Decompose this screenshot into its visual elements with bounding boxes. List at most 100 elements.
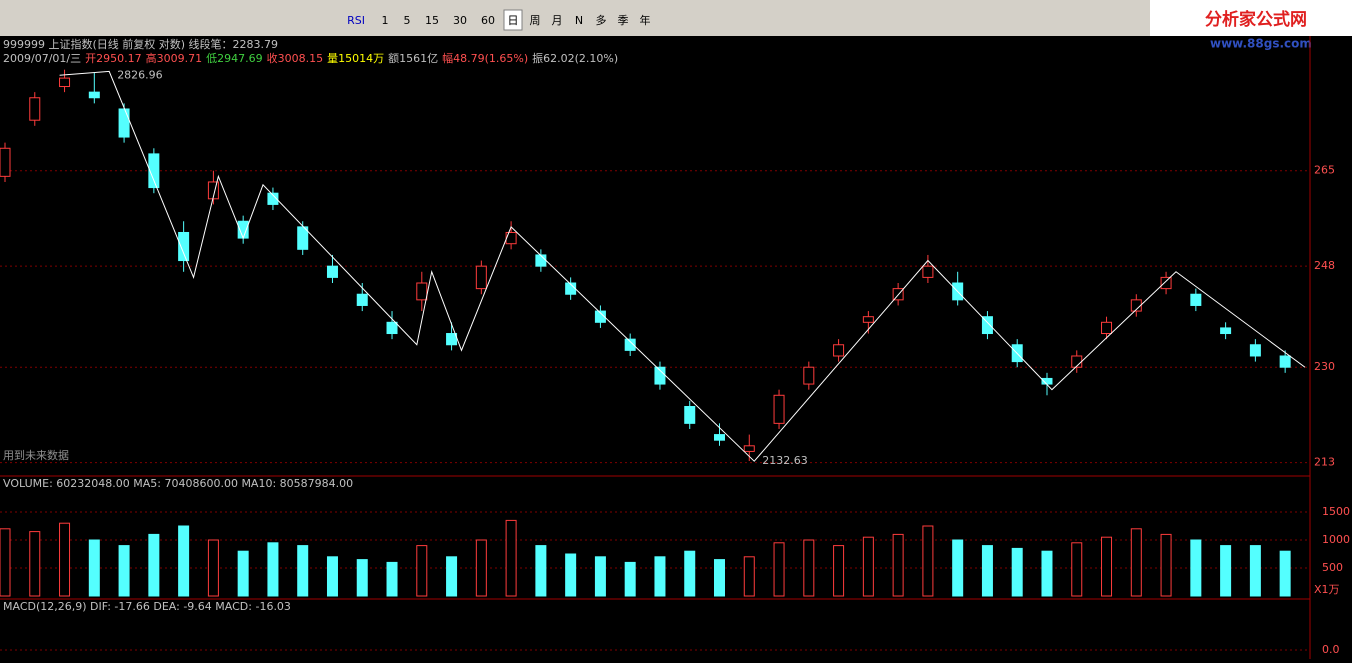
y-tick-label: 265: [1314, 164, 1335, 177]
volume-bar: [1190, 539, 1202, 597]
toolbar-button[interactable]: [592, 10, 610, 30]
candle-body: [267, 192, 279, 205]
toolbar-button[interactable]: [548, 10, 566, 30]
toolbar-button[interactable]: [340, 10, 372, 30]
toolbar-button[interactable]: [570, 10, 588, 30]
toolbar-button-label[interactable]: 30: [453, 14, 467, 27]
y-tick-label: 1000: [1322, 533, 1350, 546]
header-field: 2009/07/01/三: [3, 52, 81, 65]
toolbar-button-label[interactable]: 15: [425, 14, 439, 27]
candle-body: [148, 153, 160, 189]
candle-body: [862, 316, 874, 323]
candle-body: [88, 91, 100, 99]
toolbar-button[interactable]: [398, 10, 416, 30]
volume-bar: [773, 542, 785, 597]
volume-bar: [29, 531, 41, 597]
toolbar-button[interactable]: [420, 10, 444, 30]
volume-bar: [535, 545, 547, 597]
volume-bar: [952, 539, 964, 597]
volume-bar: [1249, 545, 1261, 597]
toolbar-button-label[interactable]: 季: [618, 14, 629, 27]
candle-body: [535, 254, 547, 267]
volume-bar: [446, 556, 458, 597]
candle-body: [684, 406, 696, 424]
volume-bar: [88, 539, 100, 597]
volume-bar: [386, 561, 398, 597]
toolbar: [0, 0, 1352, 36]
candle-body: [178, 231, 190, 262]
header-field: 额1561亿: [388, 52, 438, 65]
toolbar-button[interactable]: [376, 10, 394, 30]
volume-bar: [1160, 533, 1172, 597]
candle-body: [505, 231, 517, 245]
candle-body: [1130, 299, 1142, 312]
header-field: 低2947.69: [206, 52, 263, 65]
toolbar-button-label[interactable]: RSI: [347, 14, 365, 27]
candle-body: [773, 394, 785, 424]
volume-bar: [892, 533, 904, 597]
toolbar-button-label[interactable]: 周: [530, 14, 541, 27]
volume-bar: [981, 545, 993, 597]
volume-bar: [505, 519, 517, 597]
volume-bar: [1071, 542, 1083, 597]
toolbar-button[interactable]: [448, 10, 472, 30]
logo-url: www.88gs.com: [1210, 37, 1312, 51]
candle-body: [475, 265, 487, 290]
candle-body: [326, 265, 338, 278]
y-tick-label: 230: [1314, 360, 1335, 373]
candle-body: [207, 181, 219, 200]
candle-body: [386, 321, 398, 335]
header-field: 开2950.17: [85, 52, 142, 65]
volume-bar: [624, 561, 636, 597]
candle-body: [1249, 344, 1261, 357]
note: 用到未来数据: [3, 448, 69, 462]
candle-body: [1101, 321, 1113, 335]
volume-bar: [714, 559, 726, 597]
toolbar-button-label[interactable]: 5: [404, 14, 411, 27]
toolbar-button-label[interactable]: N: [575, 14, 583, 27]
volume-bar: [1130, 528, 1142, 597]
toolbar-button-label[interactable]: 日: [508, 14, 519, 27]
volume-bar: [654, 556, 666, 597]
candle-body: [356, 293, 368, 306]
volume-bar: [833, 545, 845, 597]
header-field: 幅48.79(1.65%): [442, 52, 528, 65]
candle-body: [714, 434, 726, 441]
header-field: 收3008.15: [267, 51, 324, 65]
y-tick-label: 500: [1322, 561, 1343, 574]
volume-bar: [1101, 536, 1113, 597]
volume-bar: [297, 545, 309, 597]
toolbar-button[interactable]: [526, 10, 544, 30]
volume-bar: [1279, 550, 1291, 597]
volume-bar: [1041, 550, 1053, 597]
volume-bar: [862, 536, 874, 597]
candle-body: [1160, 276, 1172, 290]
candle-body: [743, 445, 755, 452]
volume-unit: X1万: [1314, 583, 1340, 596]
volume-bar: [0, 528, 11, 597]
toolbar-button[interactable]: [476, 10, 500, 30]
volume-bar: [1011, 547, 1023, 597]
volume-bar: [1220, 545, 1232, 597]
candle-body: [118, 108, 130, 138]
logo-bg: [1150, 0, 1352, 36]
macd-title: MACD(12,26,9) DIF: -17.66 DEA: -9.64 MAC…: [3, 600, 291, 613]
candle-body: [446, 333, 458, 346]
volume-bar: [594, 556, 606, 597]
toolbar-button[interactable]: [614, 10, 632, 30]
toolbar-button-label[interactable]: 60: [481, 14, 495, 27]
volume-bar: [148, 533, 160, 597]
toolbar-button-label[interactable]: 年: [640, 13, 651, 27]
candle-body: [833, 344, 845, 357]
candle-body: [0, 147, 11, 177]
toolbar-button-label[interactable]: 多: [596, 13, 607, 27]
header-field: 量15014万: [327, 52, 384, 65]
toolbar-button[interactable]: [503, 9, 523, 31]
toolbar-button-label[interactable]: 月: [552, 14, 563, 27]
candle-body: [416, 282, 428, 301]
header-line2: 2009/07/01/三 开2950.17 高3009.71 低2947.69 收300…: [3, 51, 618, 65]
toolbar-button-label[interactable]: 1: [382, 14, 389, 27]
volume-bar: [743, 556, 755, 597]
toolbar-button[interactable]: [636, 10, 654, 30]
